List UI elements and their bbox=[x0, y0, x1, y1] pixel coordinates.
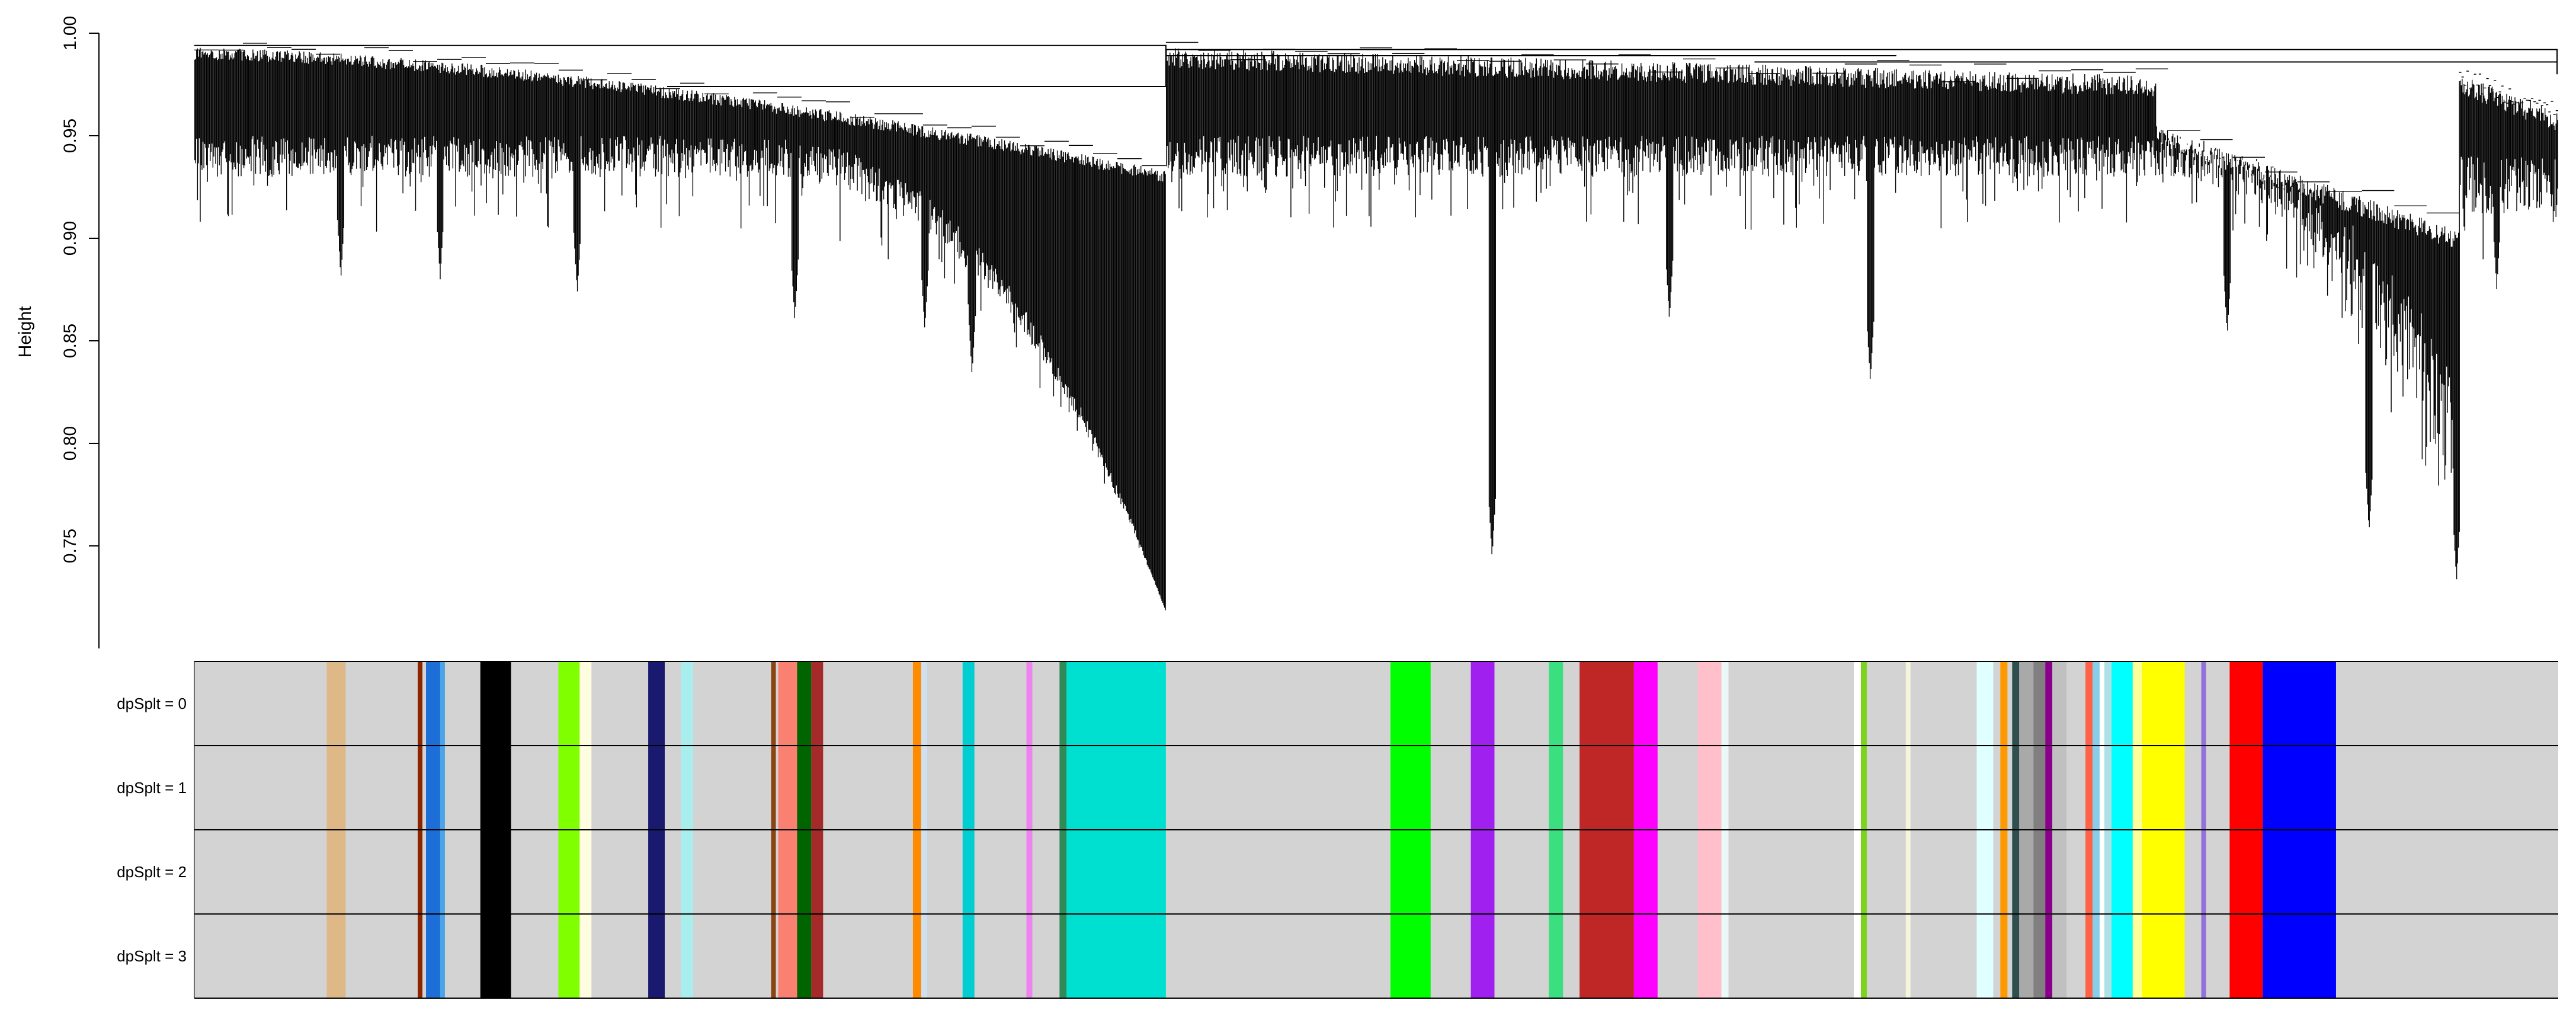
y-axis: 1.00 0.95 0.90 0.85 0.80 0.75 bbox=[60, 16, 100, 648]
dendrogram-tree bbox=[194, 41, 2558, 611]
row-label-3: dpSplt = 3 bbox=[117, 947, 187, 965]
row-labels: dpSplt = 0 dpSplt = 1 dpSplt = 2 dpSplt = 3 bbox=[117, 695, 187, 965]
y-tick-label-5: 0.75 bbox=[60, 529, 80, 563]
dendrogram-root-merges bbox=[194, 44, 2558, 87]
y-tick-label-3: 0.85 bbox=[60, 324, 80, 358]
row-label-1: dpSplt = 1 bbox=[117, 779, 187, 797]
y-tick-label-4: 0.80 bbox=[60, 426, 80, 461]
row-label-2: dpSplt = 2 bbox=[117, 863, 187, 881]
dendrogram-branch-1 bbox=[1165, 41, 2459, 580]
module-color-bands bbox=[194, 661, 2558, 999]
dendrogram-branch-0 bbox=[194, 43, 1166, 611]
y-tick-label-1: 0.95 bbox=[60, 119, 80, 153]
row-label-0: dpSplt = 0 bbox=[117, 695, 187, 712]
y-tick-label-2: 0.90 bbox=[60, 221, 80, 255]
y-tick-label-0: 1.00 bbox=[60, 16, 80, 50]
y-axis-title: Height bbox=[15, 306, 35, 357]
dendrogram-branch-2 bbox=[2459, 71, 2558, 532]
